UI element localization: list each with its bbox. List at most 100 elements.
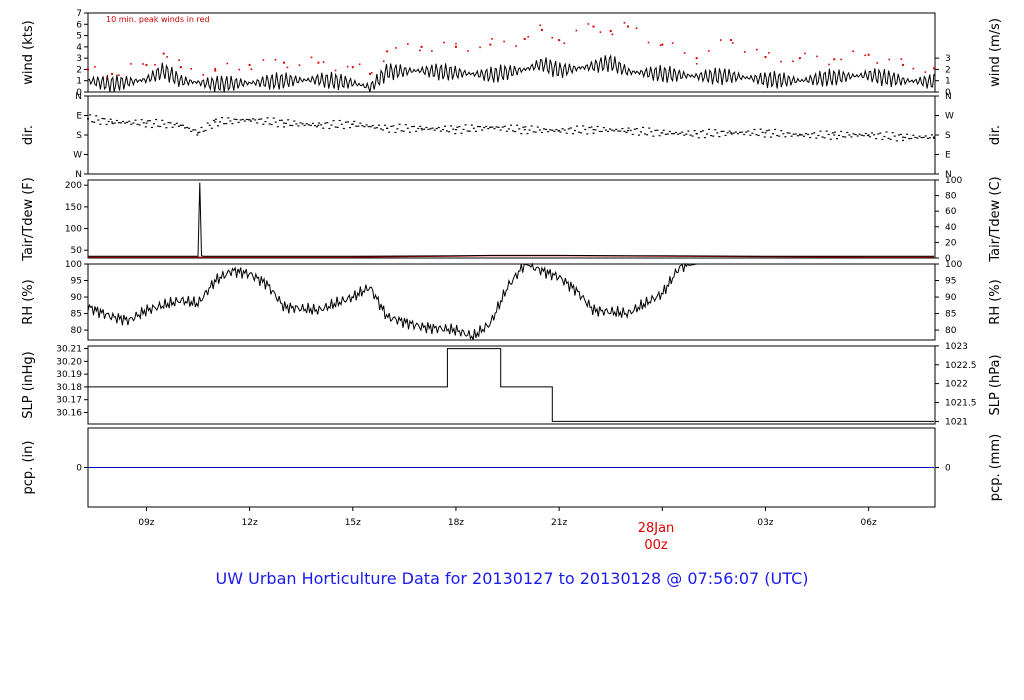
direction-point <box>198 131 201 133</box>
direction-point <box>800 134 803 136</box>
direction-point <box>776 134 779 137</box>
panel-3-right-axis-label: RH (%) <box>988 279 1003 324</box>
direction-point <box>342 127 345 130</box>
direction-point <box>689 134 692 136</box>
direction-point <box>293 120 296 122</box>
direction-point <box>902 139 905 142</box>
direction-point <box>204 129 207 132</box>
direction-point <box>701 130 704 132</box>
direction-point <box>695 133 698 135</box>
peak-wind-point <box>575 29 578 32</box>
direction-point <box>448 131 451 133</box>
direction-point <box>476 125 479 128</box>
peak-wind-point <box>118 74 120 76</box>
peak-wind-point <box>111 72 114 75</box>
panel-5-left-tick-label: 0 <box>76 464 82 474</box>
direction-point <box>829 138 832 140</box>
direction-point <box>753 128 756 131</box>
direction-point <box>662 129 665 131</box>
direction-point <box>730 132 733 134</box>
direction-point <box>322 127 325 129</box>
direction-point <box>435 127 438 130</box>
direction-point <box>507 128 510 130</box>
direction-point <box>852 133 855 135</box>
direction-point <box>260 118 263 120</box>
direction-point <box>755 133 758 136</box>
direction-point <box>551 129 554 131</box>
direction-point <box>769 136 772 138</box>
panel-0-frame <box>87 12 936 93</box>
direction-point <box>683 134 686 136</box>
direction-point <box>307 124 310 126</box>
rh-line <box>87 262 934 341</box>
direction-point <box>398 123 401 125</box>
direction-point <box>212 119 215 122</box>
direction-point <box>528 129 531 131</box>
direction-point <box>470 124 473 126</box>
direction-point <box>287 119 290 121</box>
peak-wind-point <box>599 31 602 33</box>
direction-point <box>924 135 927 137</box>
direction-point <box>765 130 768 132</box>
direction-point <box>157 125 160 127</box>
direction-point <box>349 127 352 129</box>
direction-point <box>639 131 642 133</box>
direction-point <box>161 119 164 121</box>
direction-point <box>346 121 349 123</box>
direction-point <box>617 130 620 132</box>
direction-point <box>429 128 432 130</box>
direction-point <box>633 128 636 130</box>
direction-point <box>439 130 442 132</box>
peak-wind-point <box>731 42 734 44</box>
direction-point <box>359 122 362 124</box>
direction-point <box>280 119 283 121</box>
direction-point <box>825 130 828 132</box>
direction-point <box>336 126 339 128</box>
panel-4-right-tick-label: 1021.5 <box>945 399 977 409</box>
direction-point <box>495 126 498 128</box>
panel-4-right-tick-label: 1023 <box>945 342 968 352</box>
direction-point <box>357 125 360 127</box>
direction-point <box>592 132 595 134</box>
direction-point <box>523 128 526 131</box>
direction-point <box>373 127 376 129</box>
peak-wind-point <box>130 63 132 65</box>
direction-point <box>542 128 545 130</box>
air-temperature-line <box>88 182 934 257</box>
direction-point <box>596 125 599 128</box>
direction-point <box>518 128 521 130</box>
panel-1-left-tick-label: W <box>73 151 82 161</box>
panel-0-left-tick-label: 5 <box>76 32 82 42</box>
panel-4-left-tick-label: 30.21 <box>56 345 82 355</box>
panel-1-left-axis-label: dir. <box>21 125 36 145</box>
direction-point <box>340 123 343 125</box>
panel-3-left-tick-label: 85 <box>71 310 82 320</box>
peak-wind-point <box>190 68 192 70</box>
direction-point <box>419 125 422 127</box>
peak-wind-point <box>310 56 313 59</box>
direction-point <box>621 128 624 130</box>
direction-point <box>668 130 671 133</box>
direction-point <box>833 131 836 133</box>
direction-point <box>598 130 601 133</box>
peak-wind-point <box>370 72 373 74</box>
direction-point <box>318 122 321 124</box>
direction-point <box>774 128 777 131</box>
direction-point <box>264 120 267 123</box>
direction-point <box>150 126 153 129</box>
direction-point <box>142 122 145 124</box>
direction-point <box>99 123 102 125</box>
panel-1-right-tick-label: N <box>945 170 952 180</box>
direction-point <box>792 133 795 135</box>
peak-wind-point <box>558 39 561 42</box>
direction-point <box>113 122 116 124</box>
direction-point <box>897 134 900 136</box>
peak-wind-point <box>626 25 629 28</box>
panel-0-left-tick-label: 1 <box>76 77 82 87</box>
direction-point <box>400 130 403 132</box>
panel-0-right-tick-label: 3 <box>945 54 951 64</box>
panel-0-right-tick-label: 0 <box>945 88 951 98</box>
direction-point <box>573 129 576 132</box>
direction-point <box>369 126 372 128</box>
direction-point <box>254 119 257 121</box>
